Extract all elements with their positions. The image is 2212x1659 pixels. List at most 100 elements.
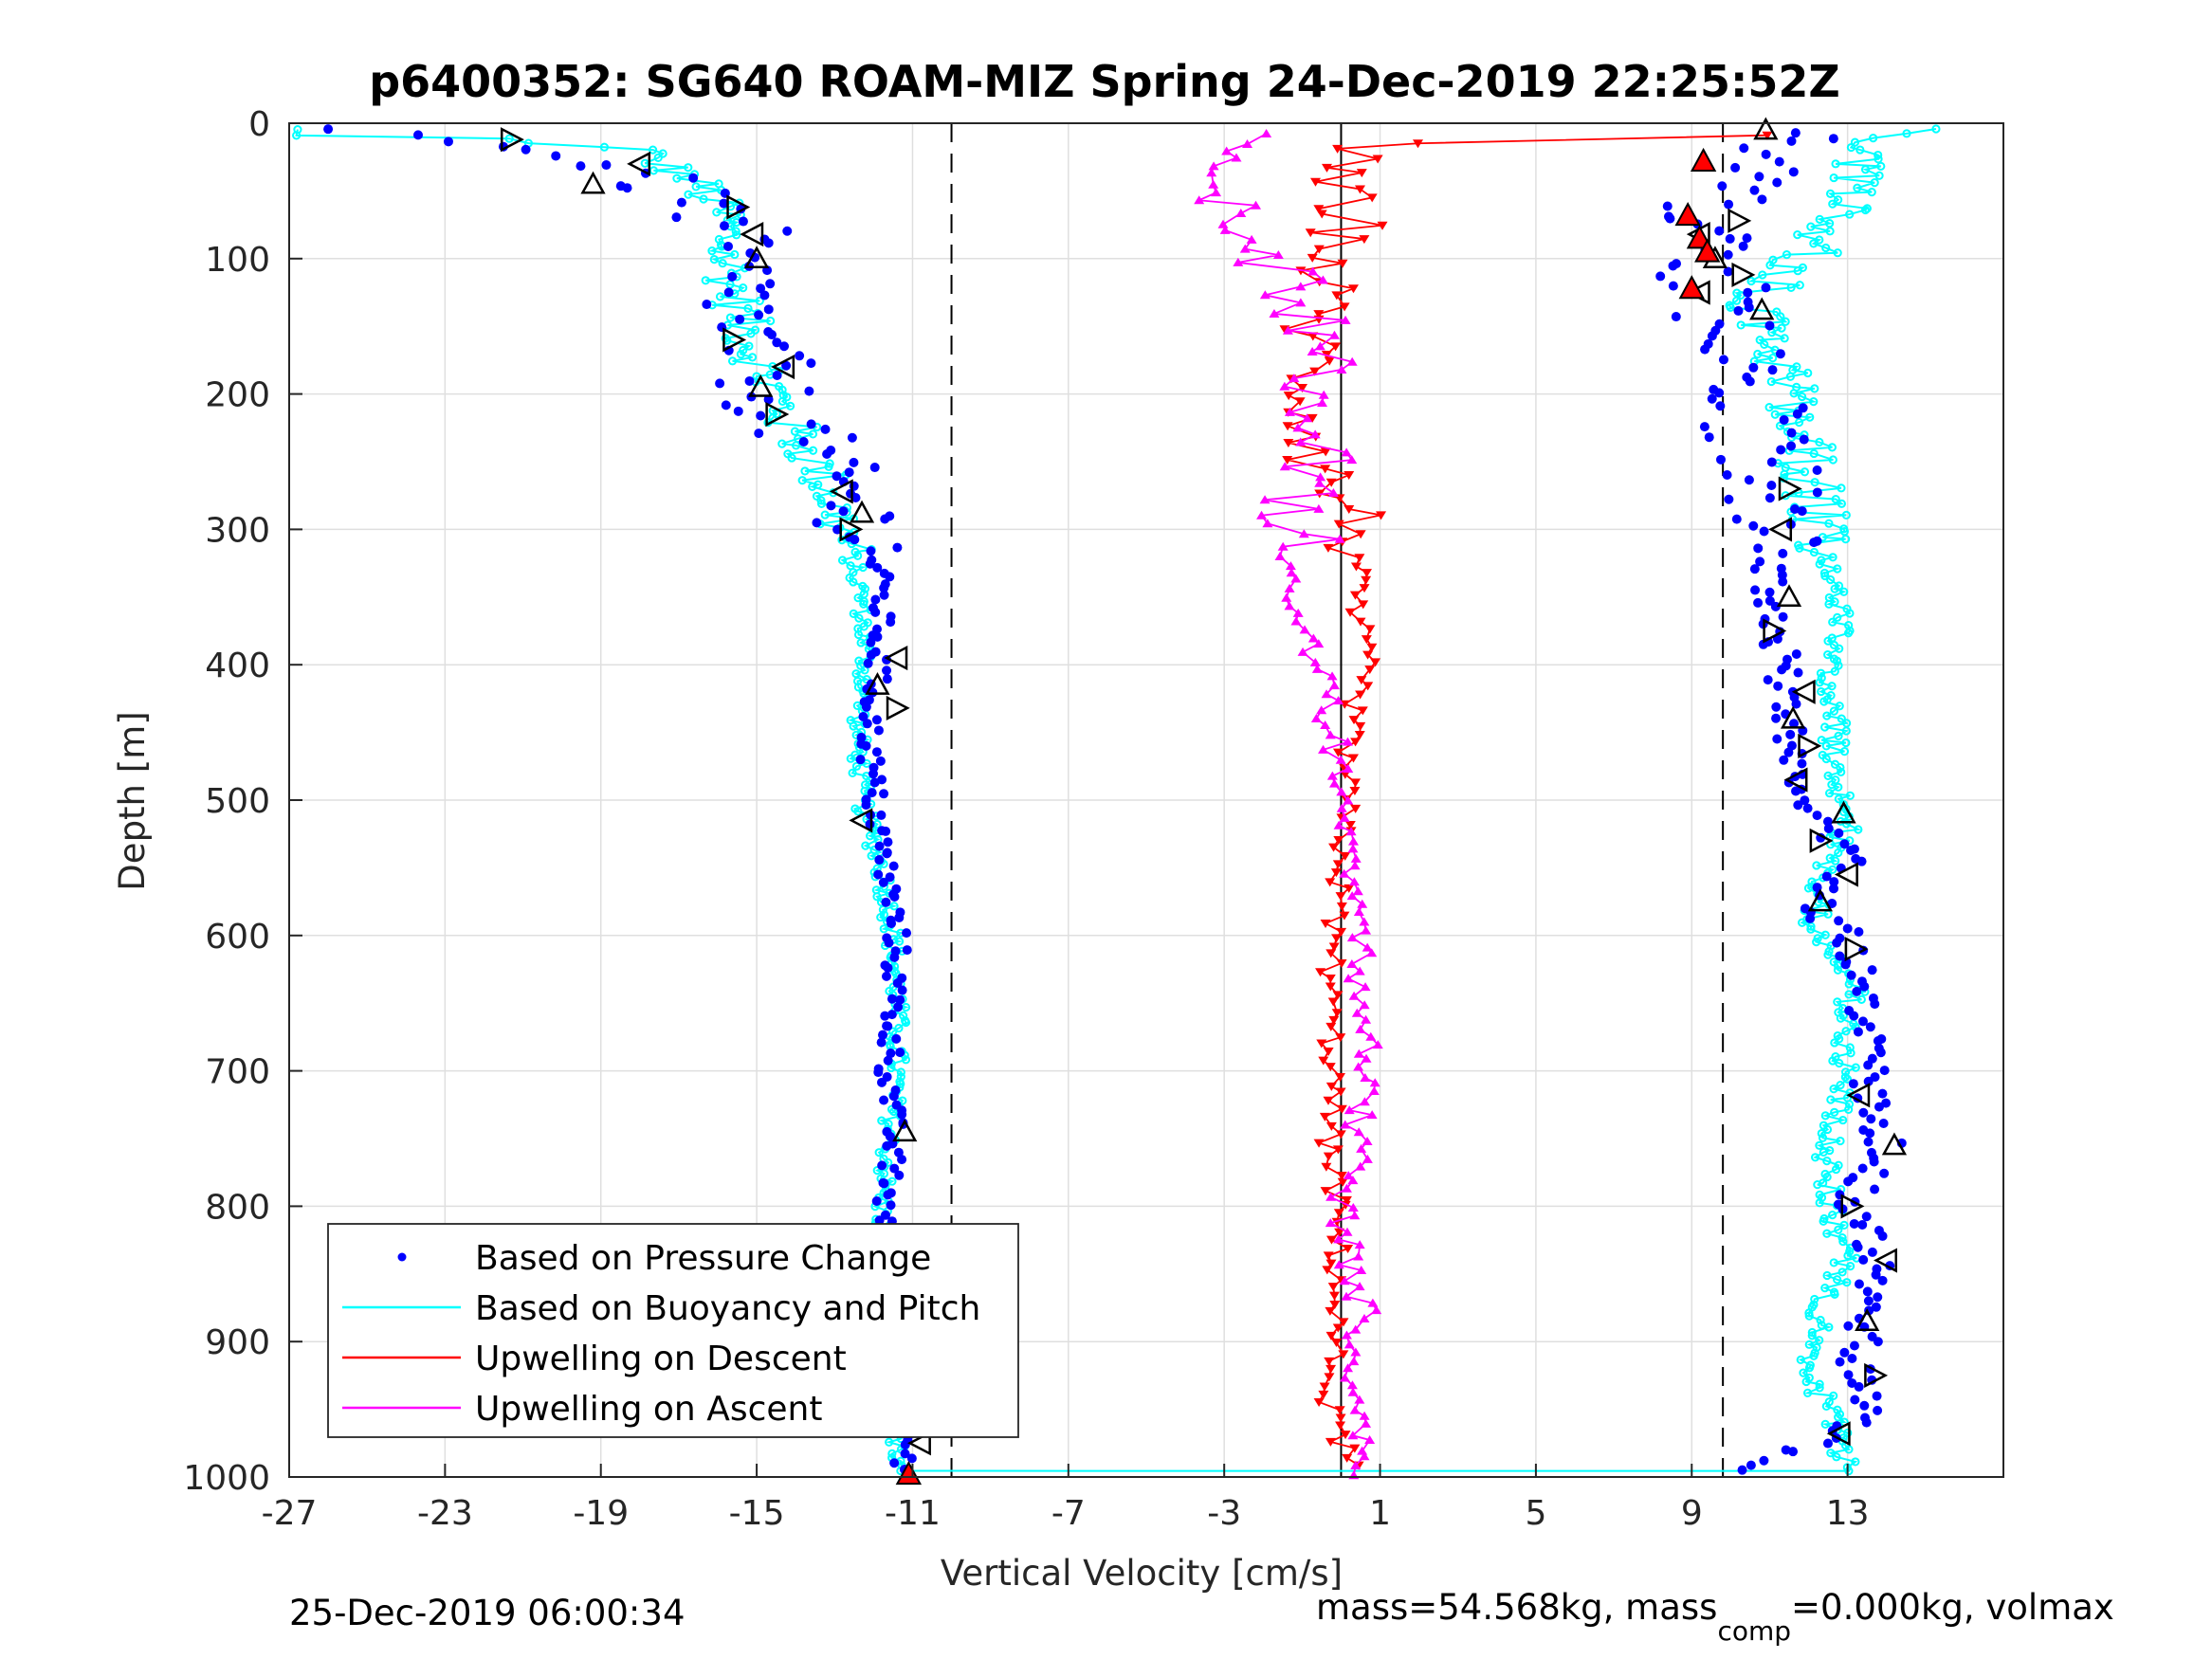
upwelling-ascent-marker: [1356, 1265, 1367, 1274]
buoyancy-pitch-point: [1781, 463, 1790, 472]
buoyancy-pitch-point: [1804, 1373, 1814, 1382]
pressure-change-point: [1764, 320, 1775, 331]
upwelling-descent-marker: [1320, 920, 1331, 929]
upwelling-ascent-marker: [1342, 737, 1353, 746]
buoyancy-pitch-point: [1828, 1211, 1837, 1220]
buoyancy-pitch-point: [1827, 682, 1837, 691]
buoyancy-pitch-point: [746, 329, 756, 338]
upwelling-ascent-marker: [1251, 200, 1262, 210]
buoyancy-pitch-point: [1725, 301, 1734, 310]
buoyancy-pitch-point: [1805, 1360, 1815, 1370]
pressure-change-point: [889, 1458, 900, 1468]
pressure-change-point: [1779, 755, 1789, 765]
upwelling-descent-marker: [1330, 868, 1342, 878]
ticks: -27 -23 -19 -15 -11 -7 -3 1 5 9 13 0 100 200 300 400 500…: [183, 105, 1869, 1533]
upwelling-descent-marker: [1357, 706, 1368, 716]
upwelling-descent-marker: [1313, 205, 1325, 214]
pressure-change-point: [873, 869, 884, 880]
pressure-change-point: [1748, 362, 1759, 373]
x-tick-label: -23: [417, 1494, 473, 1533]
pressure-change-point: [1877, 1088, 1888, 1099]
buoyancy-pitch-point: [1846, 1048, 1856, 1058]
buoyancy-pitch-point: [1819, 568, 1830, 578]
buoyancy-pitch-point: [1813, 934, 1822, 943]
pressure-change-point: [878, 877, 888, 887]
upwelling-ascent-marker: [1333, 820, 1344, 830]
buoyancy-pitch-point: [1845, 210, 1855, 219]
buoyancy-pitch-point: [1822, 1229, 1832, 1238]
upwelling-descent-marker: [1335, 1087, 1346, 1097]
upwelling-descent-marker: [1344, 884, 1355, 893]
footer-mass-suffix: =0.000kg, volmax: [1791, 1587, 2114, 1628]
buoyancy-pitch-point: [292, 131, 302, 140]
buoyancy-pitch-point: [785, 401, 795, 410]
pressure-change-point: [1828, 134, 1838, 144]
upwelling-ascent-marker: [1339, 1276, 1350, 1285]
upwelling-descent-marker: [1342, 1453, 1353, 1463]
upwelling-ascent-marker: [1279, 462, 1290, 471]
black-triangle-marker: [748, 374, 774, 397]
pressure-change-point: [1860, 1413, 1871, 1423]
buoyancy-pitch-point: [1829, 957, 1838, 967]
buoyancy-pitch-point: [816, 496, 826, 505]
upwelling-ascent-marker: [1346, 891, 1358, 901]
buoyancy-pitch-point: [1758, 270, 1767, 280]
buoyancy-pitch-point: [1826, 691, 1836, 701]
upwelling-ascent-marker: [1333, 1234, 1344, 1244]
buoyancy-pitch-point: [1815, 1140, 1824, 1150]
buoyancy-pitch-point: [849, 609, 858, 618]
upwelling-descent-marker: [1364, 665, 1376, 675]
pressure-change-point: [1792, 409, 1802, 419]
pressure-change-point: [443, 137, 453, 147]
upwelling-ascent-marker: [1350, 853, 1362, 863]
pressure-change-point: [879, 1095, 889, 1105]
buoyancy-pitch-point: [851, 761, 862, 771]
upwelling-ascent-marker: [1335, 755, 1346, 764]
upwelling-ascent-marker: [1239, 244, 1251, 253]
pressure-change-point: [1731, 514, 1742, 524]
upwelling-ascent-marker: [1346, 356, 1358, 366]
buoyancy-pitch-point: [1856, 994, 1866, 1004]
legend-entry: Upwelling on Descent: [475, 1340, 847, 1378]
buoyancy-pitch-point: [1839, 747, 1850, 757]
black-triangle-marker: [1798, 733, 1822, 758]
black-triangle-marker: [1778, 476, 1802, 501]
upwelling-ascent-marker: [1333, 696, 1344, 705]
pressure-change-point: [897, 985, 907, 995]
upwelling-ascent-marker: [1347, 844, 1359, 853]
buoyancy-pitch-point: [1845, 1043, 1855, 1052]
pressure-change-point: [1871, 1302, 1881, 1312]
y-tick-label: 0: [248, 105, 270, 144]
buoyancy-pitch-point: [899, 1011, 908, 1020]
buoyancy-pitch-point: [653, 153, 663, 162]
pressure-change-point: [1798, 403, 1808, 413]
buoyancy-pitch-point: [1833, 997, 1842, 1007]
pressure-change-point: [1851, 853, 1861, 864]
buoyancy-pitch-point: [849, 721, 858, 731]
pressure-change-point: [1746, 1460, 1756, 1470]
upwelling-ascent-marker: [1246, 234, 1257, 244]
pressure-change-point: [806, 358, 816, 369]
pressure-change-point: [1857, 1163, 1868, 1174]
pressure-change-point: [871, 1196, 882, 1207]
buoyancy-pitch-point: [1817, 736, 1826, 745]
buoyancy-pitch-point: [1829, 654, 1839, 664]
buoyancy-pitch-point: [1815, 235, 1824, 245]
chart-title: p6400352: SG640 ROAM-MIZ Spring 24-Dec-2…: [369, 56, 1840, 107]
upwelling-ascent-marker: [1359, 1314, 1370, 1323]
upwelling-descent-marker: [1331, 1009, 1343, 1018]
buoyancy-pitch-point: [691, 182, 701, 191]
buoyancy-pitch-point: [849, 577, 858, 587]
black-triangle-marker: [1753, 117, 1779, 140]
buoyancy-pitch-point: [1828, 455, 1837, 465]
upwelling-ascent-marker: [1346, 1380, 1358, 1390]
pressure-change-point: [1737, 1465, 1747, 1475]
upwelling-descent-marker: [1305, 228, 1316, 238]
black-triangle-marker: [1807, 888, 1833, 912]
upwelling-descent-marker: [1324, 1373, 1335, 1382]
pressure-change-point: [1847, 1377, 1857, 1388]
pressure-change-point: [1753, 543, 1764, 554]
x-tick-label: -15: [729, 1494, 785, 1533]
pressure-change-point: [866, 649, 876, 660]
